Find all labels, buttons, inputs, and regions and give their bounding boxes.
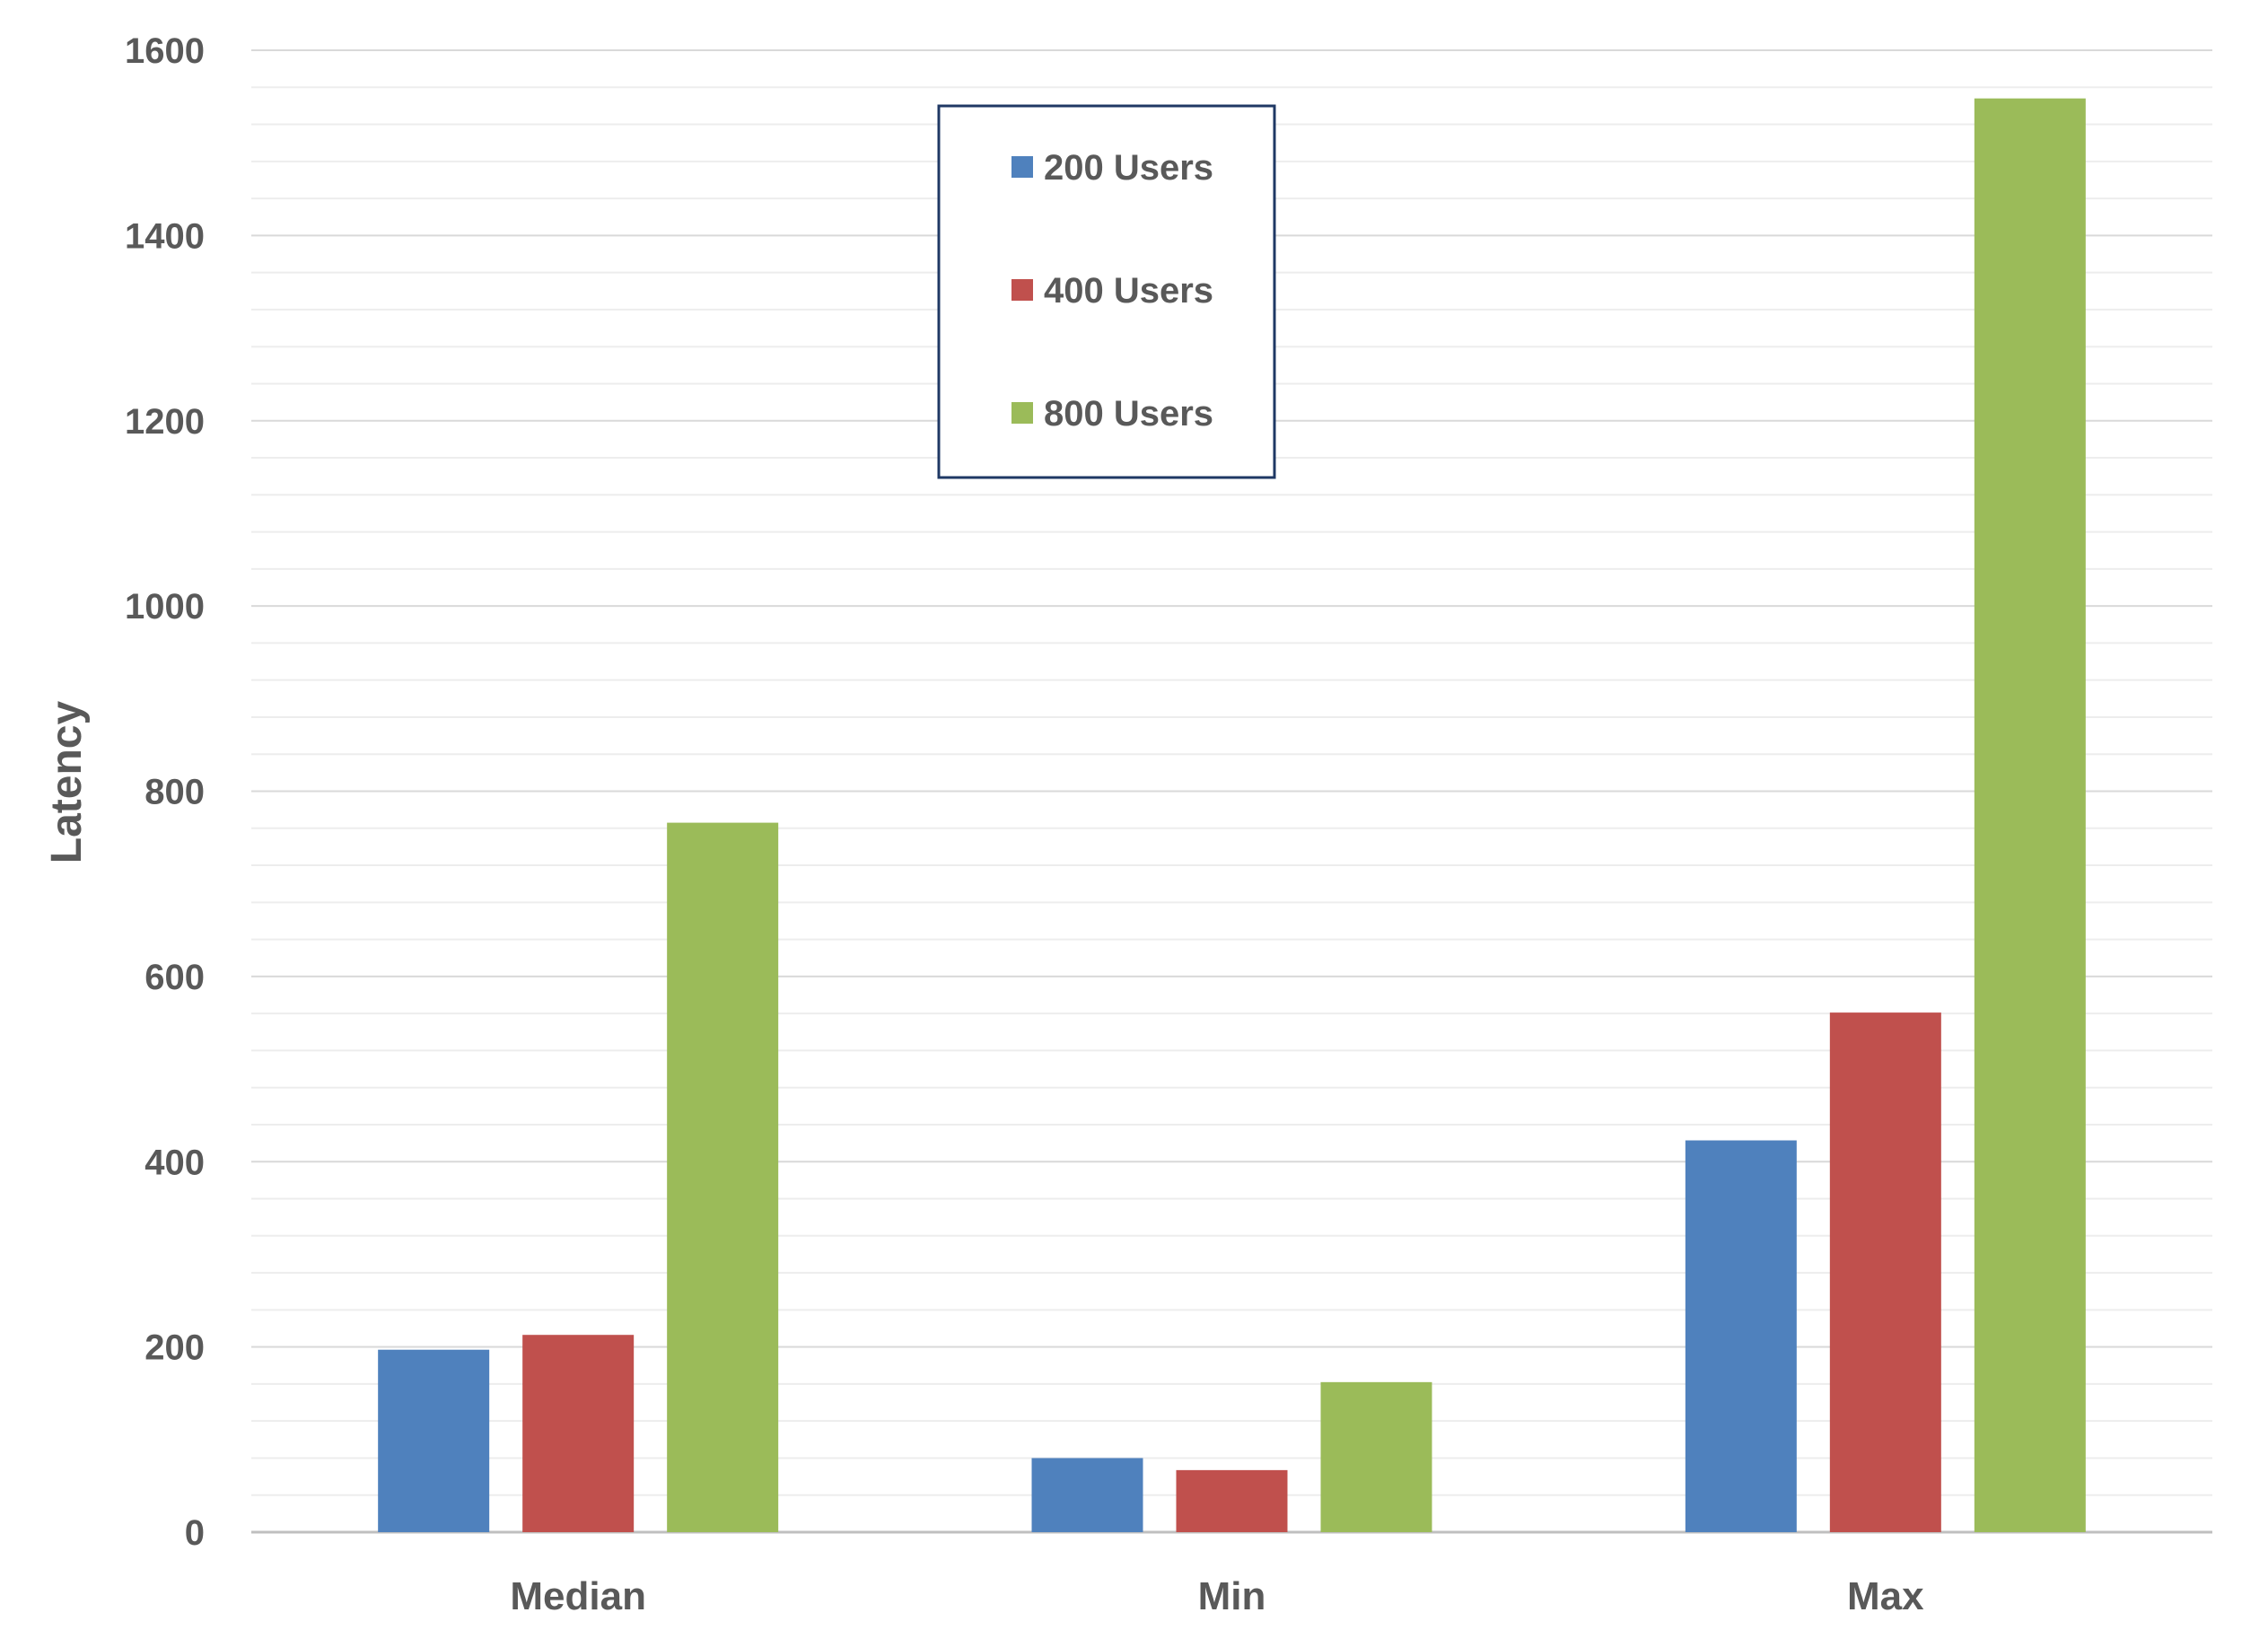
- legend-label: 200 Users: [1044, 148, 1213, 188]
- y-tick-labels: 0 200 400 600 800 1000 1200 1400 1600: [125, 31, 205, 1553]
- legend-swatch: [1011, 279, 1033, 301]
- category-label: Min: [1198, 1574, 1266, 1618]
- y-axis-title: Latency: [43, 700, 91, 863]
- category-label: Max: [1847, 1574, 1924, 1618]
- bar-800-users-max: [1974, 98, 2086, 1533]
- bar-400-users-median: [522, 1335, 635, 1532]
- y-tick-label: 1200: [125, 402, 205, 442]
- y-tick-label: 600: [144, 958, 205, 997]
- legend-swatch: [1011, 156, 1033, 178]
- bar-200-users-median: [378, 1349, 490, 1532]
- category-labels: Median Min Max: [510, 1574, 1924, 1618]
- y-tick-label: 0: [185, 1513, 205, 1553]
- legend-label: 800 Users: [1044, 394, 1213, 434]
- y-tick-label: 1400: [125, 216, 205, 256]
- category-label: Median: [510, 1574, 646, 1618]
- y-tick-label: 200: [144, 1328, 205, 1368]
- bar-800-users-min: [1320, 1381, 1432, 1532]
- y-tick-label: 1000: [125, 587, 205, 627]
- legend-swatch: [1011, 402, 1033, 424]
- y-tick-label: 800: [144, 773, 205, 812]
- bar-800-users-median: [667, 822, 779, 1532]
- legend: 200 Users 400 Users 800 Users: [937, 104, 1276, 479]
- bar-400-users-min: [1176, 1469, 1288, 1532]
- legend-box: [937, 104, 1276, 479]
- legend-label: 400 Users: [1044, 271, 1213, 311]
- bar-200-users-max: [1685, 1140, 1797, 1532]
- bars: [378, 98, 2086, 1533]
- y-tick-label: 400: [144, 1143, 205, 1182]
- y-tick-label: 1600: [125, 31, 205, 71]
- bar-400-users-max: [1829, 1012, 1941, 1532]
- bar-200-users-min: [1031, 1458, 1143, 1532]
